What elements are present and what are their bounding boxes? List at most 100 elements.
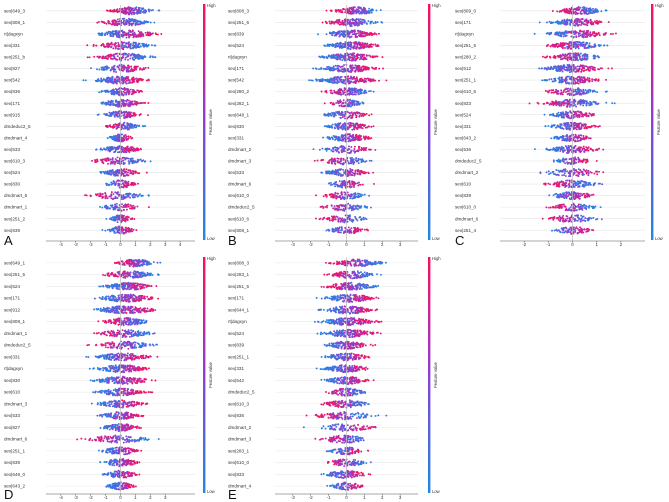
shap-point: [357, 91, 359, 93]
shap-point: [339, 198, 342, 201]
shap-point: [353, 21, 356, 24]
shap-point: [361, 183, 364, 186]
shap-point: [351, 182, 354, 185]
shap-point: [354, 192, 357, 194]
shap-point: [136, 12, 139, 15]
shap-point: [374, 79, 377, 82]
shap-point: [130, 53, 132, 56]
shap-point: [337, 67, 340, 70]
shap-point: [121, 56, 124, 59]
shap-point: [114, 203, 117, 206]
shap-point: [339, 145, 342, 148]
shap-point: [354, 159, 357, 162]
shap-point: [112, 137, 115, 140]
shap-point: [351, 33, 354, 36]
shap-point: [109, 55, 112, 58]
shap-point: [125, 21, 128, 24]
shap-point: [351, 91, 354, 94]
shap-point: [334, 64, 337, 67]
shap-point: [111, 76, 114, 79]
shap-point: [368, 114, 371, 117]
shap-point: [355, 21, 358, 24]
shap-point: [114, 195, 117, 198]
shap-point: [355, 23, 357, 26]
shap-point: [104, 197, 107, 200]
shap-point: [124, 174, 127, 177]
shap-point: [144, 44, 147, 47]
shap-point: [141, 42, 144, 45]
shap-point: [335, 194, 338, 197]
shap-point: [101, 56, 104, 59]
shap-point: [341, 21, 344, 24]
feature-label: sex|836: [4, 89, 20, 94]
feature-swarm: [308, 75, 388, 85]
colorbar: [203, 4, 206, 240]
shap-point: [129, 81, 132, 84]
feature-label: dmdeduc2_5: [4, 124, 31, 129]
shap-point: [360, 89, 363, 92]
shap-point: [376, 44, 379, 47]
shap-point: [126, 114, 129, 117]
shap-point: [339, 54, 341, 57]
shap-point: [356, 100, 359, 103]
shap-point: [125, 53, 128, 56]
shap-point: [341, 128, 344, 131]
shap-point: [125, 126, 128, 129]
feature-swarm: [105, 6, 161, 16]
shap-point: [127, 17, 130, 20]
shap-point: [148, 31, 151, 34]
shap-point: [328, 68, 331, 71]
shap-point: [360, 20, 363, 23]
shap-point: [141, 44, 144, 47]
shap-point: [124, 157, 127, 160]
shap-point: [375, 33, 378, 36]
shap-point: [365, 54, 368, 57]
shap-point: [347, 75, 349, 78]
shap-point: [351, 31, 354, 34]
shap-point: [367, 68, 370, 71]
shap-point: [89, 195, 92, 198]
shap-point: [107, 30, 110, 33]
shap-point: [117, 184, 120, 187]
shap-point: [123, 89, 126, 92]
shap-point: [348, 33, 351, 36]
shap-point: [342, 150, 345, 153]
shap-point: [339, 58, 342, 61]
shap-point: [372, 9, 374, 12]
shap-point: [135, 161, 138, 164]
shap-point: [359, 135, 362, 138]
shap-point: [114, 161, 117, 163]
shap-point: [123, 6, 126, 9]
shap-point: [361, 32, 364, 35]
shap-point: [360, 80, 363, 83]
shap-point: [324, 148, 327, 151]
shap-point: [140, 10, 142, 13]
shap-point: [317, 33, 319, 36]
shap-point: [132, 19, 135, 22]
shap-point: [108, 184, 110, 187]
shap-point: [116, 216, 119, 219]
feature-label: sex|251_b: [4, 55, 26, 60]
shap-point: [353, 148, 356, 150]
shap-point: [331, 78, 334, 81]
shap-point: [126, 174, 129, 177]
shap-point: [368, 44, 370, 47]
shap-point: [349, 139, 352, 142]
shap-point: [105, 172, 108, 175]
shap-point: [99, 205, 102, 208]
shap-point: [340, 22, 343, 25]
shap-point: [106, 146, 109, 149]
shap-point: [111, 93, 113, 96]
shap-point: [125, 70, 128, 73]
shap-point: [111, 23, 113, 26]
shap-point: [122, 93, 125, 96]
shap-point: [336, 75, 339, 78]
shap-point: [138, 68, 141, 71]
feature-label: dmdeduc2_5: [228, 205, 255, 210]
shap-point: [350, 146, 353, 148]
shap-point: [335, 67, 338, 70]
shap-point: [381, 56, 384, 59]
shap-point: [350, 67, 352, 70]
x-tick-label: 1: [134, 242, 137, 247]
shap-point: [112, 216, 114, 219]
